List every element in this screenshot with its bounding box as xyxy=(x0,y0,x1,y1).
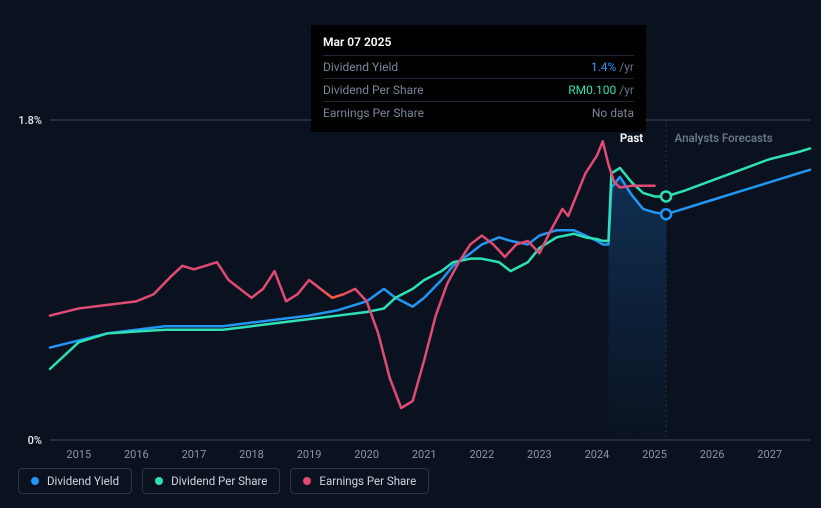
svg-text:2021: 2021 xyxy=(412,448,437,461)
svg-text:2017: 2017 xyxy=(182,448,207,461)
legend-label: Dividend Yield xyxy=(47,474,119,488)
tooltip-row: Dividend Per Share RM0.100/yr xyxy=(323,78,634,101)
legend-dot xyxy=(303,477,311,485)
svg-text:2022: 2022 xyxy=(469,448,494,461)
svg-text:2015: 2015 xyxy=(66,448,91,461)
svg-text:0%: 0% xyxy=(28,434,42,447)
tooltip-row: Earnings Per Share No data xyxy=(323,101,634,124)
legend-item[interactable]: Earnings Per Share xyxy=(290,468,429,494)
tooltip-value: RM0.100/yr xyxy=(568,81,634,99)
legend-dot xyxy=(155,477,163,485)
tooltip-date: Mar 07 2025 xyxy=(323,33,634,55)
legend-dot xyxy=(31,477,39,485)
svg-text:2018: 2018 xyxy=(239,448,264,461)
legend-item[interactable]: Dividend Per Share xyxy=(142,468,280,494)
svg-text:Past: Past xyxy=(620,131,643,145)
tooltip-label: Dividend Yield xyxy=(323,58,398,76)
svg-text:2024: 2024 xyxy=(585,448,610,461)
tooltip-row: Dividend Yield 1.4%/yr xyxy=(323,55,634,78)
legend-item[interactable]: Dividend Yield xyxy=(18,468,132,494)
tooltip-label: Dividend Per Share xyxy=(323,81,424,99)
svg-text:2025: 2025 xyxy=(642,448,667,461)
svg-text:1.8%: 1.8% xyxy=(18,114,42,127)
legend-label: Earnings Per Share xyxy=(319,474,416,488)
tooltip-value: 1.4%/yr xyxy=(591,58,634,76)
legend-label: Dividend Per Share xyxy=(171,474,267,488)
svg-text:2020: 2020 xyxy=(354,448,379,461)
svg-text:2019: 2019 xyxy=(297,448,322,461)
svg-text:Analysts Forecasts: Analysts Forecasts xyxy=(675,131,773,145)
tooltip-value: No data xyxy=(592,104,634,122)
tooltip-label: Earnings Per Share xyxy=(323,104,424,122)
svg-text:2026: 2026 xyxy=(700,448,725,461)
svg-text:2016: 2016 xyxy=(124,448,149,461)
svg-text:2027: 2027 xyxy=(757,448,782,461)
svg-text:2023: 2023 xyxy=(527,448,552,461)
chart-legend: Dividend Yield Dividend Per Share Earnings… xyxy=(18,468,429,494)
chart-tooltip: Mar 07 2025 Dividend Yield1.4%/yrDividen… xyxy=(311,25,646,132)
